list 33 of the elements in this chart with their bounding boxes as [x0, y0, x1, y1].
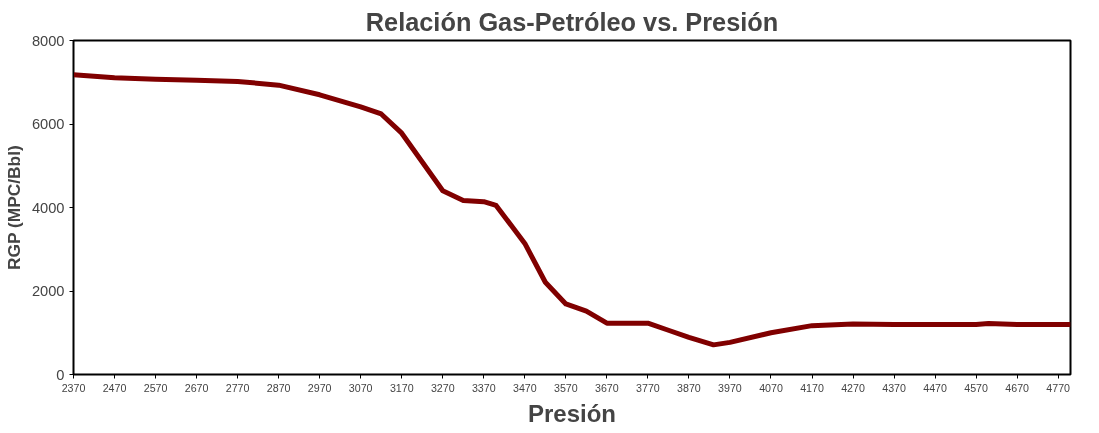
y-tick-label: 6000	[31, 116, 65, 132]
x-tick-label: 2570	[143, 381, 168, 394]
x-tick-label: 3770	[636, 381, 660, 394]
x-tick-label: 4270	[841, 381, 865, 394]
x-tick-label: 3970	[718, 381, 742, 394]
x-tick-label: 3870	[677, 381, 701, 394]
x-tick-label: 3170	[389, 381, 414, 394]
x-axis-title: Presión	[527, 399, 617, 427]
x-tick-label: 4370	[882, 381, 906, 394]
x-tick-label: 2970	[307, 381, 332, 394]
y-tick-label: 2000	[31, 283, 65, 299]
x-tick-label: 3670	[595, 381, 619, 394]
x-tick-label: 2370	[61, 381, 86, 394]
x-tick-label: 3370	[471, 381, 496, 394]
x-tick-label: 3470	[512, 381, 537, 394]
x-tick-label: 2770	[225, 381, 250, 394]
x-tick-label: 3270	[430, 381, 455, 394]
x-tick-label: 4670	[1005, 381, 1030, 394]
x-tick-label: 4570	[964, 381, 989, 394]
x-tick-label: 2470	[102, 381, 127, 394]
x-tick-label: 4770	[1046, 381, 1071, 394]
x-tick-label: 4470	[923, 381, 948, 394]
x-tick-label: 2870	[266, 381, 291, 394]
y-axis-title: RGP (MPC/Bbl)	[3, 145, 24, 271]
x-tick-label: 2670	[184, 381, 209, 394]
x-tick-label: 4170	[800, 381, 824, 394]
y-tick-label: 4000	[31, 199, 65, 216]
x-tick-label: 4070	[759, 381, 783, 394]
chart-title: Relación Gas-Petróleo vs. Presión	[365, 7, 779, 36]
x-tick-label: 3570	[553, 381, 578, 394]
y-tick-label: 8000	[31, 32, 65, 49]
y-tick-label: 0	[56, 366, 65, 383]
x-tick-label: 3070	[348, 381, 373, 394]
